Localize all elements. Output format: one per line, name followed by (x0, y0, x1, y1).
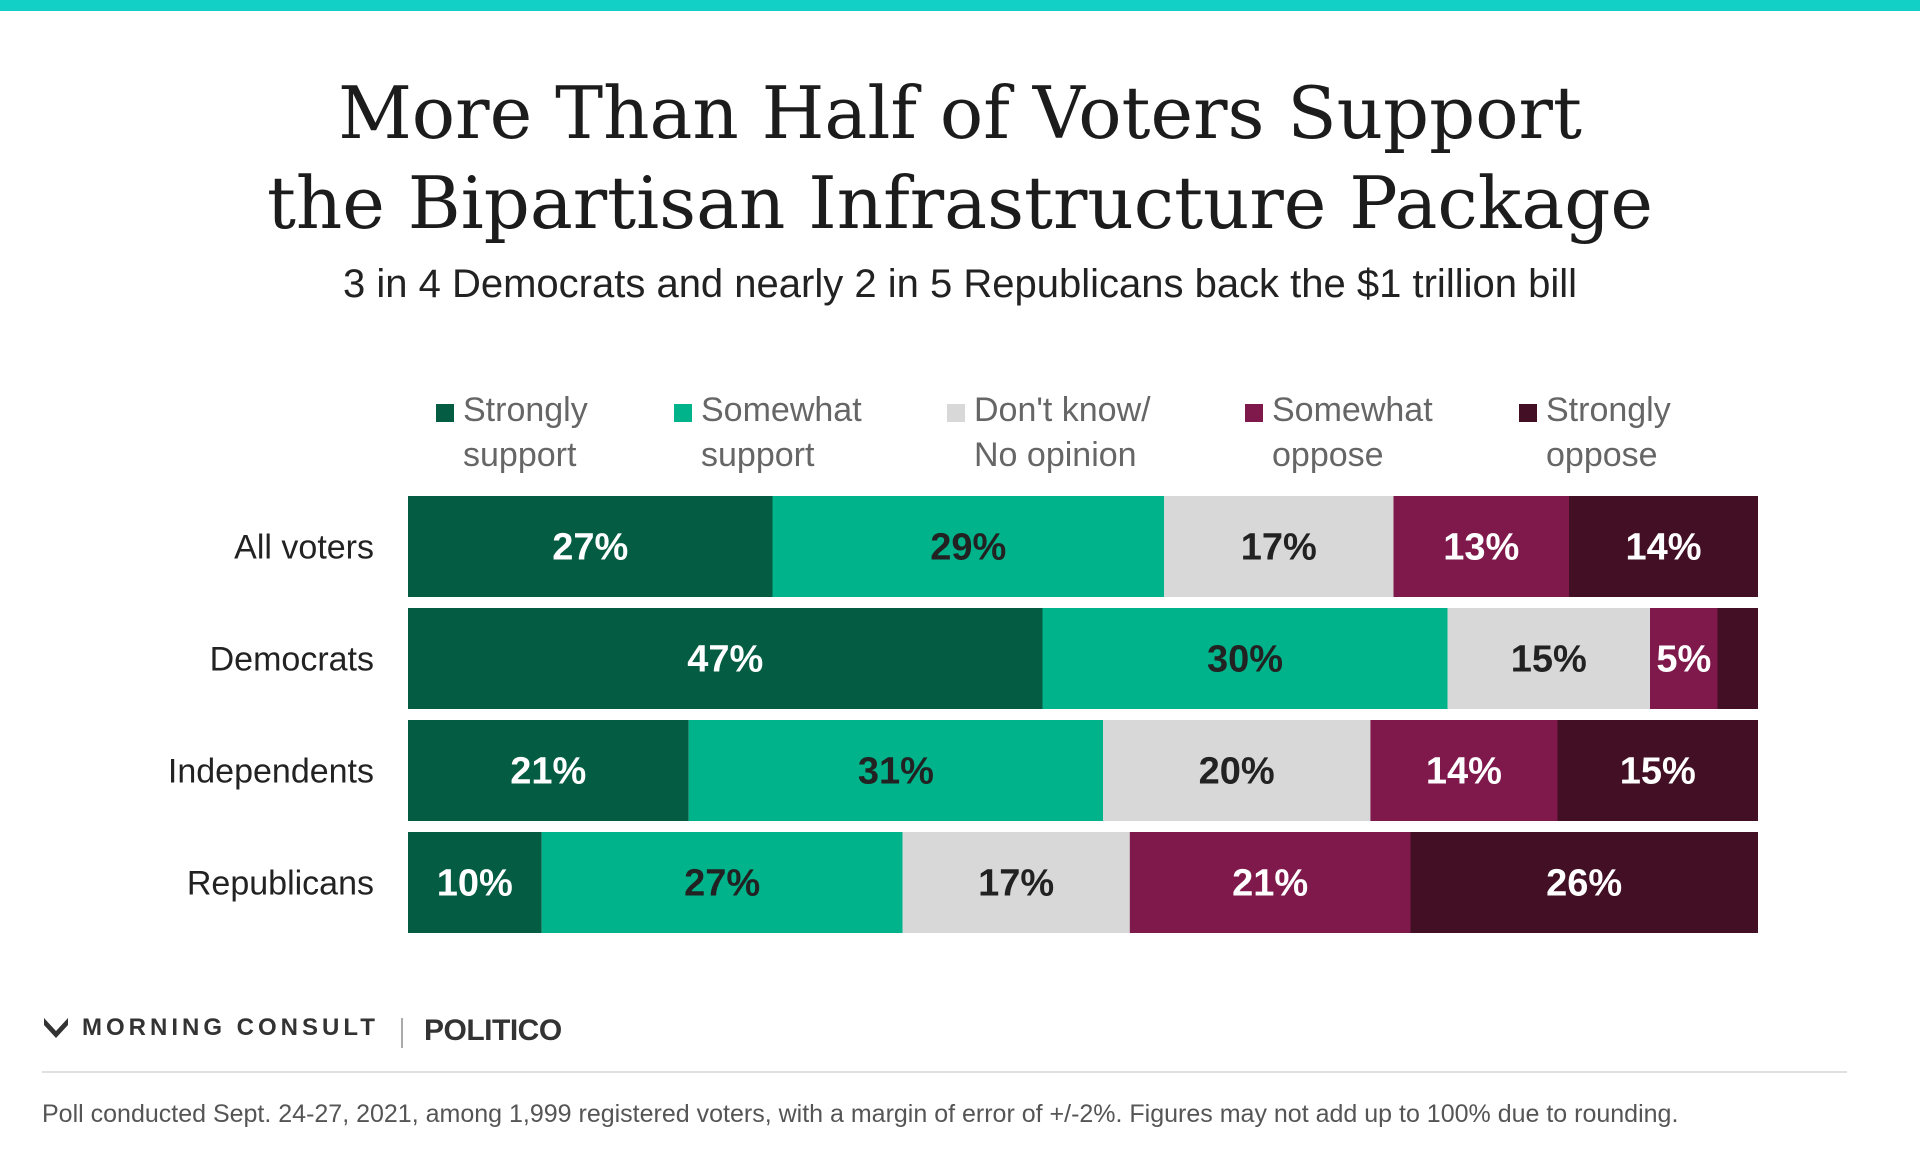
data-label-all-voters-somewhat-oppose: 13% (1443, 527, 1519, 569)
bar-republicans-don-t-know-no-opinion (902, 832, 1130, 933)
data-label-democrats-strongly-support: 47% (687, 639, 763, 681)
data-label-all-voters-strongly-oppose: 14% (1625, 527, 1701, 569)
data-label-independents-somewhat-oppose: 14% (1426, 751, 1502, 793)
legend-swatch-somewhat-support (674, 404, 692, 422)
data-label-republicans-strongly-oppose: 26% (1546, 863, 1622, 905)
legend-swatch-strongly-support (436, 404, 454, 422)
legend-label-somewhat-oppose: Somewhat oppose (1272, 391, 1433, 474)
bar-all-voters-somewhat-support (772, 496, 1164, 597)
data-label-democrats-don-t-know-no-opinion: 15% (1511, 639, 1587, 681)
bar-independents-somewhat-oppose (1370, 720, 1558, 821)
bar-independents-don-t-know-no-opinion (1103, 720, 1371, 821)
legend-item-somewhat-oppose: Somewhat oppose (1245, 388, 1433, 478)
category-label-independents: Independents (168, 753, 374, 791)
legend-swatch-strongly-oppose (1519, 404, 1537, 422)
bar-democrats-strongly-support (408, 608, 1043, 709)
bar-all-voters-strongly-support (408, 496, 773, 597)
data-label-democrats-somewhat-support: 30% (1207, 639, 1283, 681)
data-label-independents-strongly-oppose: 15% (1620, 751, 1696, 793)
data-label-independents-somewhat-support: 31% (858, 751, 934, 793)
legend-item-dont-know: Don't know/ No opinion (947, 388, 1151, 478)
legend-label-somewhat-support: Somewhat support (701, 391, 862, 474)
bar-all-voters-somewhat-oppose (1393, 496, 1569, 597)
data-label-republicans-don-t-know-no-opinion: 17% (978, 863, 1054, 905)
legend-item-strongly-support: Strongly support (436, 388, 588, 478)
bar-all-voters-strongly-oppose (1569, 496, 1758, 597)
bar-democrats-somewhat-support (1042, 608, 1448, 709)
morning-consult-logo: MORNING CONSULT (42, 1014, 379, 1042)
category-label-democrats: Democrats (210, 641, 374, 679)
footnote: Poll conducted Sept. 24-27, 2021, among … (42, 1100, 1679, 1128)
bar-republicans-strongly-support (408, 832, 542, 933)
top-accent-bar (0, 0, 1920, 11)
bar-independents-strongly-support (408, 720, 689, 821)
data-label-republicans-strongly-support: 10% (437, 863, 513, 905)
bar-democrats-somewhat-oppose (1650, 608, 1718, 709)
legend-label-strongly-oppose: Strongly oppose (1546, 391, 1671, 474)
data-label-all-voters-strongly-support: 27% (552, 527, 628, 569)
data-label-republicans-somewhat-oppose: 21% (1232, 863, 1308, 905)
bar-independents-strongly-oppose (1557, 720, 1758, 821)
footer-divider (42, 1071, 1847, 1073)
legend-item-strongly-oppose: Strongly oppose (1519, 388, 1671, 478)
data-label-all-voters-somewhat-support: 29% (930, 527, 1006, 569)
branding-divider (401, 1018, 403, 1048)
bar-democrats-don-t-know-no-opinion (1447, 608, 1650, 709)
bar-republicans-somewhat-support (541, 832, 903, 933)
data-label-independents-don-t-know-no-opinion: 20% (1199, 751, 1275, 793)
category-label-all-voters: All voters (234, 529, 374, 567)
legend-swatch-dont-know (947, 404, 965, 422)
legend-label-strongly-support: Strongly support (463, 391, 588, 474)
morning-consult-wordmark: MORNING CONSULT (82, 1014, 379, 1041)
chart-title: More Than Half of Voters Support the Bip… (0, 68, 1920, 248)
stacked-bar-chart: All voters 27% 29% 17% 13% 14% Democrats 47% 30%… (168, 496, 1758, 933)
data-label-all-voters-don-t-know-no-opinion: 17% (1241, 527, 1317, 569)
legend-label-dont-know: Don't know/ No opinion (974, 391, 1151, 474)
morning-consult-logo-icon (44, 1018, 68, 1038)
chart-title-line-2: the Bipartisan Infrastructure Package (267, 161, 1653, 245)
category-label-republicans: Republicans (187, 865, 374, 903)
bar-independents-somewhat-support (688, 720, 1104, 821)
chart-title-line-1: More Than Half of Voters Support (338, 71, 1582, 155)
chart-subtitle: 3 in 4 Democrats and nearly 2 in 5 Repub… (342, 262, 1577, 306)
data-label-independents-strongly-support: 21% (510, 751, 586, 793)
bar-republicans-somewhat-oppose (1129, 832, 1411, 933)
legend-swatch-somewhat-oppose (1245, 404, 1263, 422)
politico-wordmark: POLITICO (424, 1014, 562, 1047)
legend-item-somewhat-support: Somewhat support (674, 388, 862, 478)
bar-all-voters-don-t-know-no-opinion (1164, 496, 1394, 597)
data-label-republicans-somewhat-support: 27% (684, 863, 760, 905)
bar-democrats-strongly-oppose (1717, 608, 1758, 709)
data-label-democrats-somewhat-oppose: 5% (1656, 639, 1711, 681)
bar-republicans-strongly-oppose (1410, 832, 1758, 933)
